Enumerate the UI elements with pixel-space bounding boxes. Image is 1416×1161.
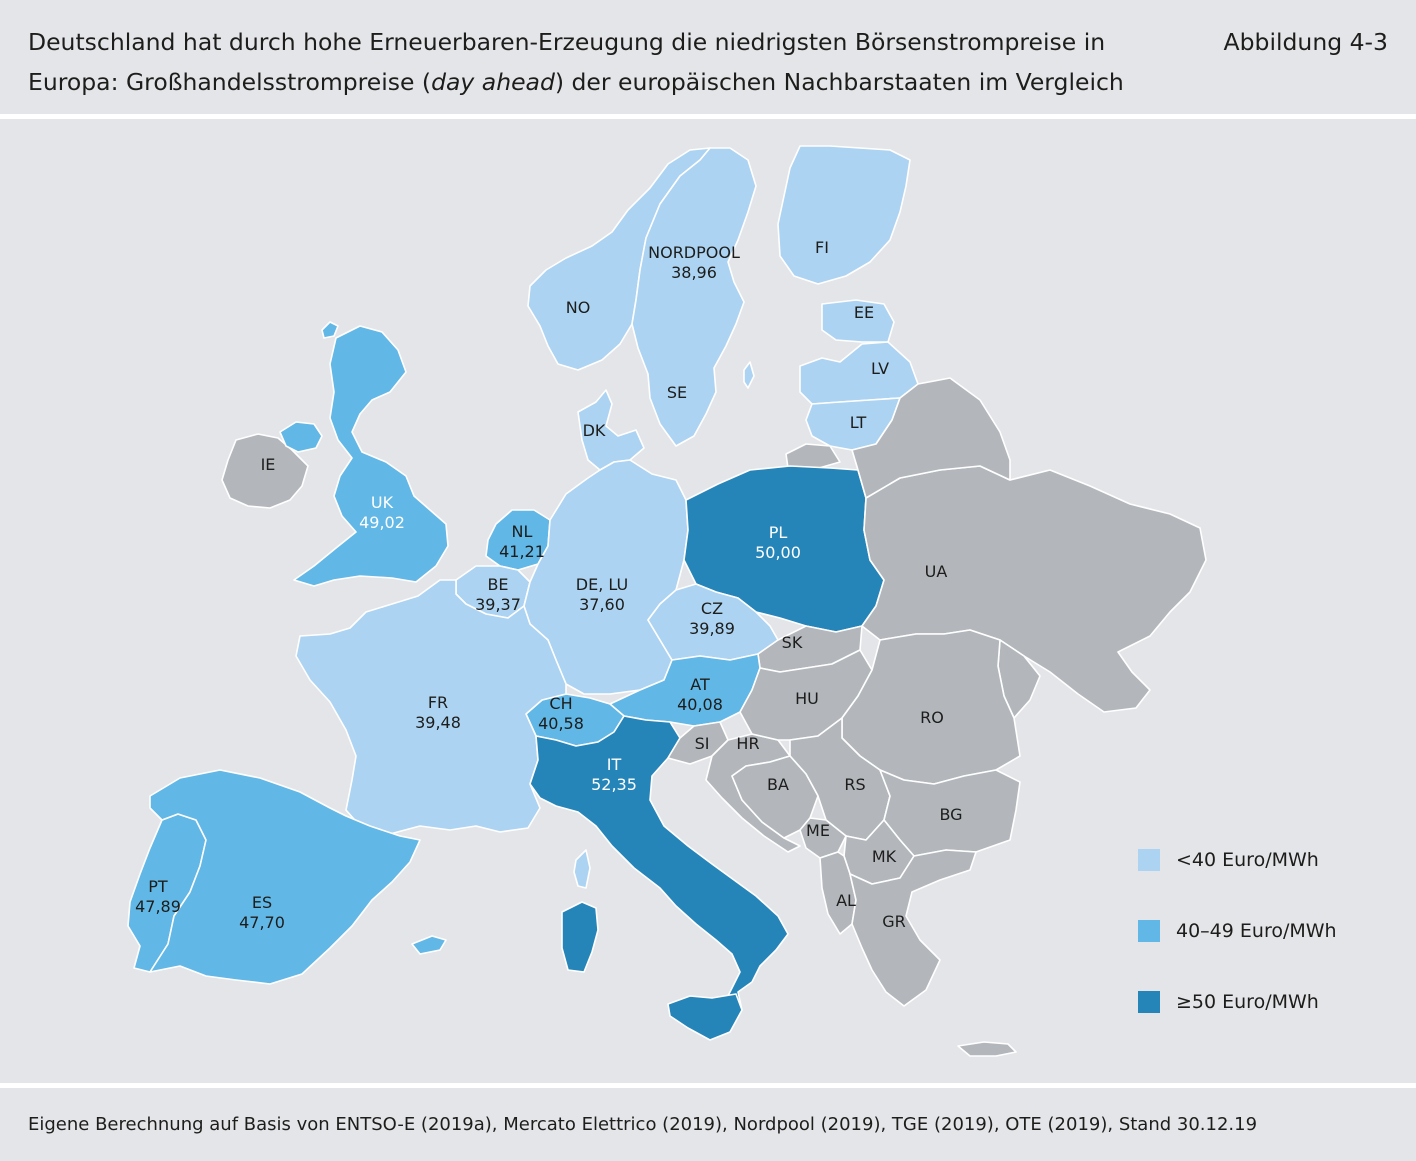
label-ua: UA <box>925 562 948 581</box>
price-nordpool: 38,96 <box>671 263 717 282</box>
legend-label-high: ≥50 Euro/MWh <box>1176 991 1319 1013</box>
legend-label-mid: 40–49 Euro/MWh <box>1176 920 1337 942</box>
page-title: Deutschland hat durch hohe Erneuerbaren-… <box>28 22 1208 102</box>
legend-swatch-mid <box>1138 920 1160 942</box>
label-al: AL <box>836 891 856 910</box>
title-line-1: Deutschland hat durch hohe Erneuerbaren-… <box>28 28 1106 56</box>
region-corsica <box>573 849 591 889</box>
region-uk-ni <box>279 421 323 453</box>
region-sicily <box>667 993 743 1041</box>
price-at: 40,08 <box>677 695 723 714</box>
label-sk: SK <box>782 633 803 652</box>
region-balearics <box>411 935 447 955</box>
label-uk: UK <box>371 493 394 512</box>
price-pl: 50,00 <box>755 543 801 562</box>
footer-divider <box>0 1083 1416 1088</box>
price-pt: 47,89 <box>135 897 181 916</box>
price-be: 39,37 <box>475 595 521 614</box>
label-es: ES <box>252 893 272 912</box>
region-gotland <box>743 361 755 389</box>
legend-item-high: ≥50 Euro/MWh <box>1138 990 1398 1014</box>
legend-swatch-high <box>1138 991 1160 1013</box>
region-crete <box>957 1041 1017 1057</box>
label-de-lu: DE, LU <box>576 575 628 594</box>
label-mk: MK <box>872 847 897 866</box>
title-line-2-start: Europa: Großhandelsstrompreise ( <box>28 68 432 96</box>
label-ch: CH <box>549 694 572 713</box>
price-fr: 39,48 <box>415 713 461 732</box>
region-es <box>149 769 421 985</box>
region-by <box>851 377 1011 499</box>
region-fi <box>777 145 911 285</box>
label-it: IT <box>607 755 622 774</box>
label-pt: PT <box>148 877 168 896</box>
region-se <box>631 147 757 447</box>
label-rs: RS <box>844 775 865 794</box>
legend-swatch-low <box>1138 849 1160 871</box>
legend-label-low: <40 Euro/MWh <box>1176 849 1319 871</box>
legend-item-mid: 40–49 Euro/MWh <box>1138 919 1398 943</box>
label-dk: DK <box>583 421 606 440</box>
price-nl: 41,21 <box>499 542 545 561</box>
price-cz: 39,89 <box>689 619 735 638</box>
price-ch: 40,58 <box>538 714 584 733</box>
price-it: 52,35 <box>591 775 637 794</box>
region-uk-isle <box>321 321 339 339</box>
label-pl: PL <box>769 523 788 542</box>
legend-item-low: <40 Euro/MWh <box>1138 848 1398 872</box>
region-dk <box>577 389 645 471</box>
label-at: AT <box>690 675 710 694</box>
title-line-2-italic: day ahead <box>431 68 555 96</box>
label-be: BE <box>487 575 508 594</box>
figure-label: Abbildung 4-3 <box>1223 28 1388 56</box>
region-gr <box>849 849 977 1007</box>
price-uk: 49,02 <box>359 513 405 532</box>
label-fr: FR <box>428 693 448 712</box>
header: Deutschland hat durch hohe Erneuerbaren-… <box>0 0 1416 114</box>
region-me <box>799 817 847 859</box>
label-fi: FI <box>815 238 829 257</box>
region-ua <box>861 465 1207 713</box>
region-ie <box>221 433 309 509</box>
label-ie: IE <box>261 455 276 474</box>
label-nordpool: NORDPOOL <box>648 243 740 262</box>
label-lt: LT <box>850 413 867 432</box>
label-me: ME <box>806 821 830 840</box>
label-cz: CZ <box>701 599 723 618</box>
price-es: 47,70 <box>239 913 285 932</box>
label-hu: HU <box>795 689 819 708</box>
region-ro <box>841 629 1021 785</box>
region-si <box>667 721 729 765</box>
label-ba: BA <box>767 775 789 794</box>
label-bg: BG <box>939 805 962 824</box>
label-se: SE <box>667 383 687 402</box>
region-sardinia <box>561 901 599 973</box>
label-ro: RO <box>920 708 944 727</box>
label-nl: NL <box>512 522 533 541</box>
region-lv <box>799 341 919 405</box>
region-it <box>529 715 789 1021</box>
header-divider <box>0 114 1416 119</box>
title-line-2: Europa: Großhandelsstrompreise (day ahea… <box>28 62 1208 102</box>
label-hr: HR <box>736 734 759 753</box>
region-uk <box>293 325 449 587</box>
legend: <40 Euro/MWh 40–49 Euro/MWh ≥50 Euro/MWh <box>1138 848 1398 1061</box>
label-si: SI <box>695 734 710 753</box>
label-ee: EE <box>854 303 874 322</box>
source-note: Eigene Berechnung auf Basis von ENTSO-E … <box>28 1114 1258 1135</box>
price-de-lu: 37,60 <box>579 595 625 614</box>
label-no: NO <box>566 298 591 317</box>
region-fr <box>295 579 567 835</box>
label-gr: GR <box>882 912 906 931</box>
label-lv: LV <box>871 359 889 378</box>
europe-map: NORDPOOL 38,96 NO SE FI EE LV LT DK IE UK 49,02 NL 41… <box>0 119 1416 1083</box>
title-line-2-end: ) der europäischen Nachbarstaaten im Ver… <box>554 68 1124 96</box>
